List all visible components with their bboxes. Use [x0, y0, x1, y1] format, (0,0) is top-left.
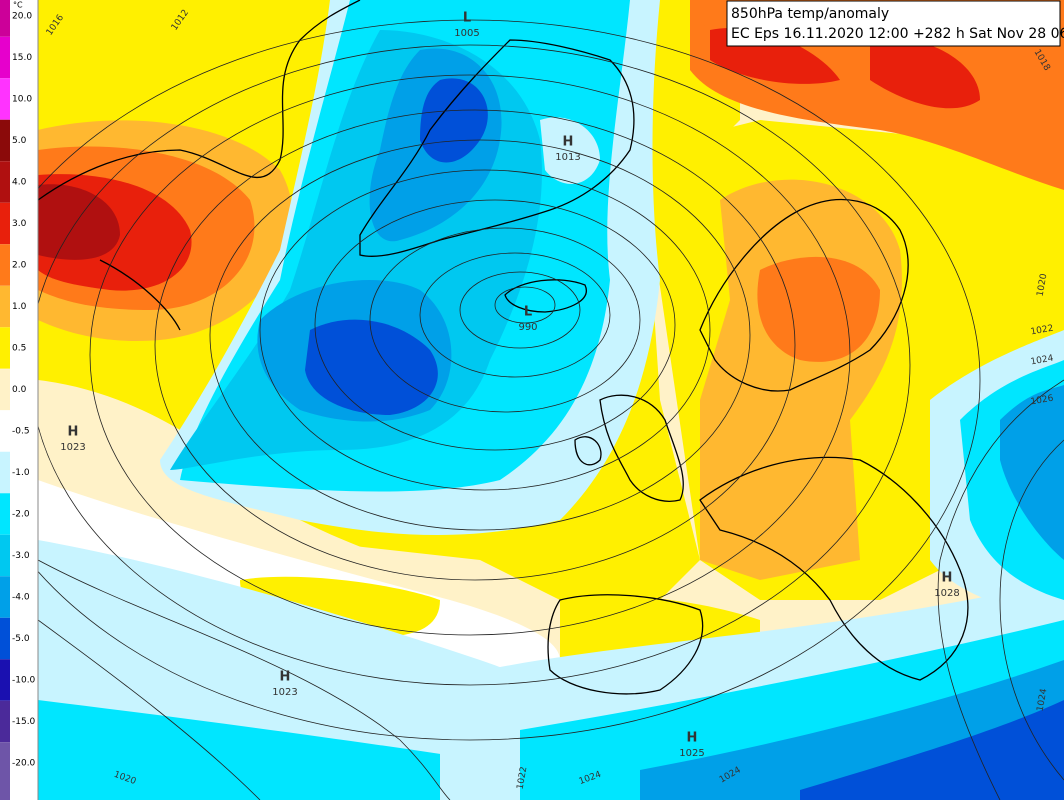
isobar-label: 1026: [1030, 394, 1055, 408]
colorbar-swatch: [0, 0, 10, 37]
colorbar-swatch: [0, 410, 10, 452]
colorbar-swatch: [0, 534, 10, 577]
colorbar-swatch: [0, 700, 10, 743]
pressure-letter: H: [68, 425, 79, 440]
pressure-value: 1025: [679, 748, 704, 759]
isobars: [38, 19, 1064, 800]
colorbar-label: 15.0: [12, 53, 32, 63]
pressure-letter: L: [463, 11, 471, 26]
colorbar-label: 2.0: [12, 261, 27, 271]
header-background: [726, 0, 1061, 47]
colorbar: °C 20.0 15.0 10.0 5.0 4.0 3.0 2.0 1.0 0.5 0.0 -0.5 -…: [0, 0, 39, 800]
colorbar-label: -2.0: [12, 510, 30, 520]
colorbar-swatch: [0, 659, 10, 701]
pressure-letter: H: [687, 731, 698, 746]
pressure-letter: H: [563, 135, 574, 150]
pressure-letter: H: [942, 571, 953, 586]
colorbar-label: 5.0: [12, 136, 27, 146]
colorbar-swatch: [0, 244, 10, 286]
colorbar-label: -15.0: [12, 717, 36, 727]
colorbar-label: 0.5: [12, 344, 26, 354]
colorbar-label: -10.0: [12, 676, 36, 686]
isobar-label: 1022: [1030, 324, 1054, 338]
colorbar-label: 20.0: [12, 12, 32, 22]
colorbar-swatch: [0, 285, 10, 328]
colorbar-label: 1.0: [12, 302, 27, 312]
colorbar-swatch: [0, 36, 10, 79]
pressure-value: 1023: [60, 442, 85, 453]
colorbar-label: -4.0: [12, 593, 30, 603]
pressure-value: 1013: [555, 152, 580, 163]
colorbar-swatch: [0, 576, 10, 618]
pressure-value: 1023: [272, 687, 297, 698]
header-line: 850hPa temp/anomaly: [731, 6, 889, 22]
colorbar-swatch: [0, 119, 10, 162]
colorbar-label: 4.0: [12, 178, 27, 188]
colorbar-label: 3.0: [12, 219, 27, 229]
pressure-value: 990: [518, 322, 537, 333]
colorbar-swatch: [0, 161, 10, 203]
colorbar-label: -0.5: [12, 427, 30, 437]
isobar-label: 1020: [1036, 273, 1050, 298]
colorbar-swatch: [0, 617, 10, 660]
pressure-centers: H 1023 L 990 H 1013 L 1005 H 1023 H 1025 H 1028: [60, 11, 959, 760]
colorbar-swatch: [0, 493, 10, 535]
header-box: 850hPa temp/anomaly EC Eps 16.11.2020 12…: [726, 0, 1064, 47]
colorbar-label: -5.0: [12, 634, 30, 644]
isobar-label: 1022: [516, 766, 530, 790]
colorbar-unit: °C: [13, 1, 23, 10]
pressure-letter: L: [524, 305, 532, 320]
colorbar-swatch: [0, 327, 10, 369]
isobar-label: 1024: [1036, 688, 1050, 713]
isobar-label: 1024: [1030, 354, 1055, 368]
colorbar-swatch: [0, 451, 10, 494]
colorbar-label: -1.0: [12, 468, 30, 478]
colorbar-swatch: [0, 78, 10, 120]
colorbar-label: 0.0: [12, 385, 27, 395]
pressure-value: 1005: [454, 28, 479, 39]
colorbar-swatch: [0, 742, 10, 800]
colorbar-label: -20.0: [12, 759, 36, 769]
colorbar-label: 10.0: [12, 95, 32, 105]
pressure-letter: H: [280, 670, 291, 685]
pressure-value: 1028: [934, 588, 959, 599]
colorbar-swatch: [0, 368, 10, 411]
header-line: EC Eps 16.11.2020 12:00 +282 h Sat Nov 2…: [731, 26, 1064, 42]
colorbar-label: -3.0: [12, 551, 30, 561]
colorbar-swatch: [0, 202, 10, 245]
